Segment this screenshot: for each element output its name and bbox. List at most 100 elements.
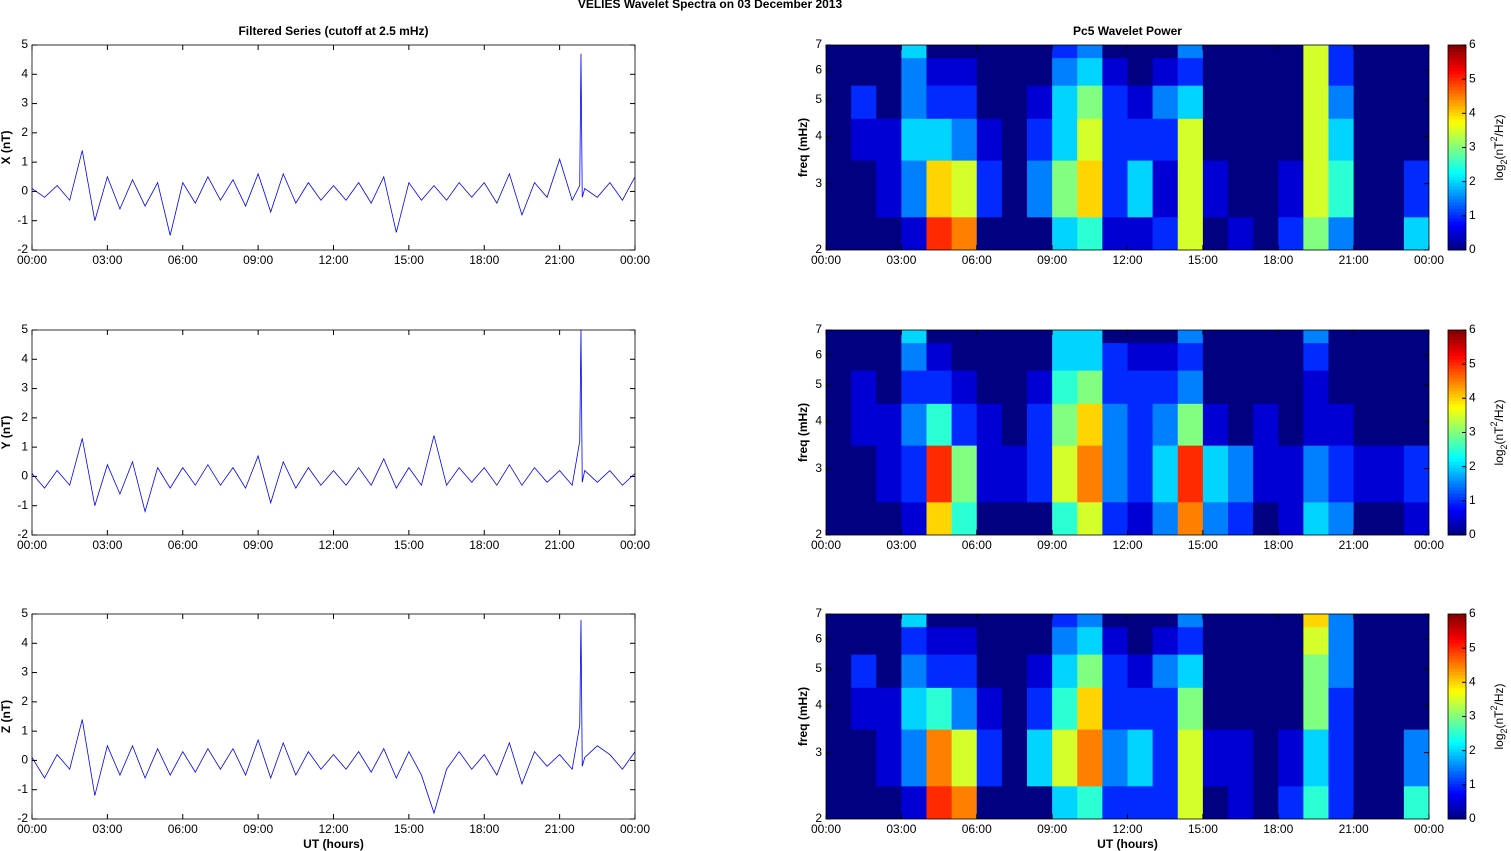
heatmap-cell <box>1328 85 1355 119</box>
heatmap-cell <box>1127 614 1154 628</box>
heatmap-cell <box>1077 729 1103 787</box>
heatmap-cell <box>1278 626 1304 655</box>
heatmap-cell <box>876 45 902 59</box>
y-tick-label: 7 <box>815 322 822 336</box>
colorbar-label-part: log <box>1492 450 1506 466</box>
heatmap-cell <box>901 216 927 250</box>
heatmap-cell <box>1353 501 1380 535</box>
colorbar-step <box>1448 777 1466 782</box>
heatmap-cell <box>1353 370 1380 404</box>
y-tick-label: 2 <box>21 694 28 708</box>
x-tick-label: 00:00 <box>811 822 841 836</box>
y-tick-label: -1 <box>17 498 28 512</box>
colorbar-step <box>1448 502 1466 507</box>
heatmap-cell <box>1303 729 1329 787</box>
heatmap-cell <box>951 729 978 787</box>
colorbar-tick-label: 2 <box>1469 174 1476 188</box>
y-tick-label: 4 <box>21 66 28 80</box>
heatmap-cell <box>1253 160 1279 218</box>
y-tick-label: 5 <box>815 377 822 391</box>
colorbar-step <box>1448 115 1466 120</box>
heatmap-cell <box>1403 626 1429 655</box>
heatmap-cell <box>1303 118 1329 161</box>
heatmap-cell <box>1052 501 1078 535</box>
heatmap-cell <box>1027 614 1053 628</box>
heatmap-cell <box>1353 626 1380 655</box>
heatmap-cell <box>1303 216 1329 250</box>
heatmap-cell <box>1202 785 1229 819</box>
heatmap-cell <box>1127 654 1154 688</box>
colorbar-step <box>1448 467 1466 472</box>
heatmap-cell <box>1127 687 1154 730</box>
heatmap-cell <box>951 216 978 250</box>
heatmap-cell <box>1253 85 1279 119</box>
colorbar-step <box>1448 230 1466 235</box>
heatmap-cell <box>1077 370 1103 404</box>
colorbar-step <box>1448 786 1466 791</box>
colorbar-step <box>1448 233 1466 238</box>
heatmap-cell <box>901 370 927 404</box>
heatmap-cell <box>1278 216 1304 250</box>
heatmap-cell <box>826 654 852 688</box>
heatmap-cell <box>876 403 902 446</box>
heatmap-cell <box>1152 370 1179 404</box>
heatmap-cell <box>876 57 902 86</box>
heatmap-cell <box>1077 403 1103 446</box>
heatmap-cell <box>1152 216 1179 250</box>
heatmap-cell <box>1052 445 1078 503</box>
x-tick-label: 12:00 <box>1112 822 1142 836</box>
heatmap-cell <box>976 330 1003 344</box>
heatmap-cell <box>1152 687 1179 730</box>
colorbar-step <box>1448 761 1466 766</box>
heatmap-cell <box>1253 216 1279 250</box>
heatmap-cell <box>926 370 953 404</box>
heatmap-cell <box>951 118 978 161</box>
colorbar-step <box>1448 655 1466 660</box>
colorbar-step <box>1448 748 1466 753</box>
colorbar-step <box>1448 700 1466 705</box>
colorbar-step <box>1448 796 1466 801</box>
colorbar-step <box>1448 416 1466 421</box>
colorbar-step <box>1448 169 1466 174</box>
x-tick-label: 12:00 <box>318 538 348 552</box>
y-tick-label: 2 <box>815 242 822 256</box>
heatmap-cell <box>1228 57 1254 86</box>
heatmap-cell <box>1403 445 1429 503</box>
heatmap-cell <box>1253 403 1279 446</box>
figure-title: VELIES Wavelet Spectra on 03 December 20… <box>578 0 843 11</box>
heatmap-cell <box>1228 403 1254 446</box>
colorbar-step <box>1448 131 1466 136</box>
colorbar-step <box>1448 150 1466 155</box>
colorbar-step <box>1448 448 1466 453</box>
colorbar-step <box>1448 477 1466 482</box>
colorbar-step <box>1448 51 1466 56</box>
heatmap-cell <box>876 342 902 371</box>
x-tick-label: 09:00 <box>243 538 273 552</box>
colorbar-label-part: 2 <box>1489 421 1499 426</box>
heatmap-cell <box>1378 654 1405 688</box>
heatmap-cell <box>951 160 978 218</box>
colorbar-step <box>1448 461 1466 466</box>
colorbar-step <box>1448 179 1466 184</box>
colorbar-step <box>1448 211 1466 216</box>
x-tick-label: 00:00 <box>620 253 650 267</box>
x-tick-label: 09:00 <box>1037 822 1067 836</box>
heatmap-cell <box>1202 687 1229 730</box>
heatmap-cell <box>1152 118 1179 161</box>
heatmap-cell <box>1278 85 1304 119</box>
heatmap-cell <box>1127 342 1154 371</box>
heatmap-cell <box>1403 403 1429 446</box>
x-tick-label: 18:00 <box>1263 822 1293 836</box>
heatmap-cell <box>976 785 1003 819</box>
colorbar-step <box>1448 157 1466 161</box>
colorbar-tick-label: 4 <box>1469 391 1476 405</box>
heatmap-cell <box>926 445 953 503</box>
heatmap-cell <box>851 216 877 250</box>
colorbar-step <box>1448 512 1466 517</box>
colorbar-step <box>1448 662 1466 666</box>
heatmap-cell <box>1403 160 1429 218</box>
heatmap-cell <box>1152 330 1179 344</box>
x-tick-label: 15:00 <box>1188 822 1218 836</box>
heatmap-cell <box>1353 445 1380 503</box>
heatmap-cell <box>901 626 927 655</box>
